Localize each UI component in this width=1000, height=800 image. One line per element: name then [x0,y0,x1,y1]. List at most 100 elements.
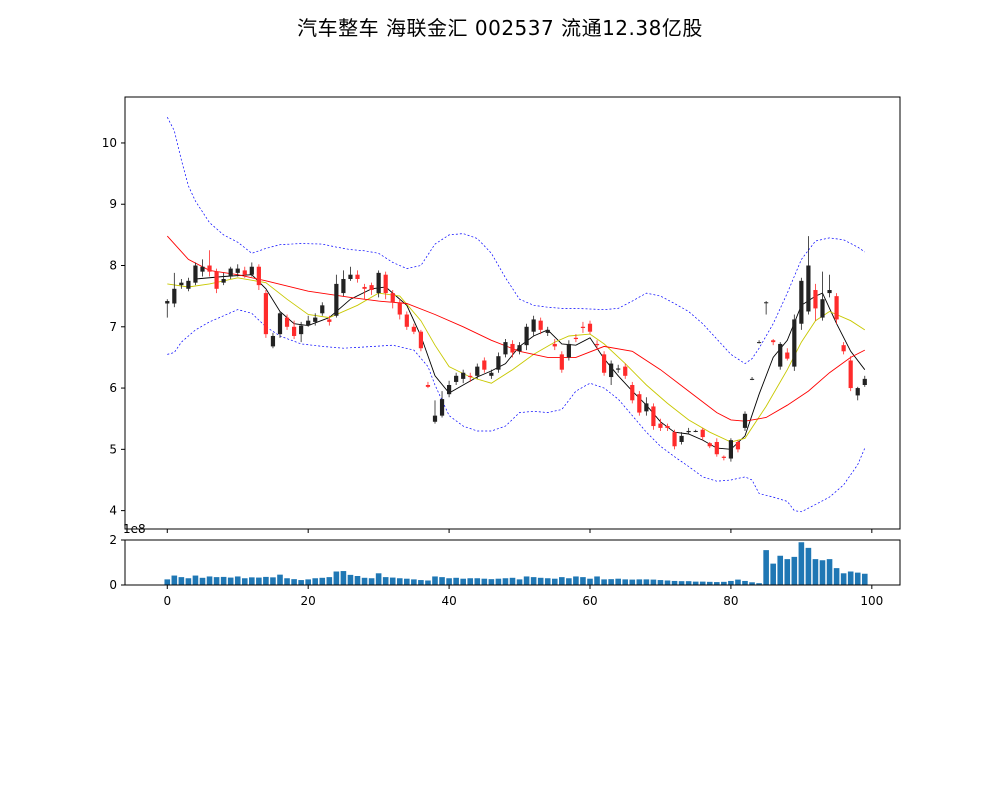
candle-body [411,326,416,332]
volume-bar [537,577,544,585]
candle-body [686,430,691,433]
candle-body [552,343,557,347]
volume-bar [826,559,833,585]
price-frame [124,96,901,530]
volume-bar [763,550,769,585]
candle-body [320,305,325,314]
volume-bar [650,579,657,585]
candle-body [390,293,395,303]
candle-body [630,385,635,401]
volume-bar [206,576,213,585]
volume-bar [714,582,720,585]
candle-body [580,326,586,329]
volume-bar [164,579,171,585]
candle-body [834,296,839,320]
volume-bar [699,581,706,585]
volume-bar [608,579,614,585]
volume-bar [467,578,474,585]
candle-body [587,323,593,332]
volume-bar [678,581,685,585]
volume-bar [340,571,347,585]
candle-body [172,288,177,304]
volume-bar [784,559,791,585]
volume-frame [124,539,901,586]
candle-body [313,317,318,322]
volume-bar [354,576,361,585]
volume-bar [234,576,241,585]
volume-bar [495,578,502,585]
volume-bar [192,575,199,585]
candle-body [468,375,473,378]
volume-bar [241,578,248,585]
candle-body [355,274,360,279]
candle-body [601,354,607,373]
volume-bar [220,576,227,585]
candle-body [221,278,226,283]
volume-bar [657,580,664,585]
volume-bar [544,578,551,585]
candle-body [616,368,621,370]
candle-body [721,456,726,458]
volume-bar [199,577,206,585]
volume-bar [629,579,636,585]
volume-bar [185,578,192,585]
volume-y-tick-label: 0 [109,578,117,592]
volume-bar [326,577,333,585]
volume-bar [847,571,854,585]
volume-bar [749,582,755,585]
volume-x-tick-label: 0 [163,594,171,608]
volume-bar [382,577,389,585]
volume-bar [692,581,699,585]
candle-body [249,266,254,275]
volume-bar [643,579,650,585]
volume-bar [256,577,262,585]
volume-bar [319,577,326,585]
candle-body [820,299,825,318]
candle-body [531,319,536,332]
line-ma_short [195,274,866,450]
candle-body [651,406,656,427]
volume-bar [453,577,459,585]
volume-bar [601,579,607,585]
candle-body [510,343,515,353]
candle-body [700,429,705,438]
price-panel: 4 5 6 7 8 9 10 [102,96,901,533]
volume-bar [798,542,805,585]
volume-bar [171,575,178,585]
candle-body [524,326,529,346]
candle-body [764,302,769,304]
volume-bar [664,580,671,585]
volume-bar [587,578,593,585]
volume-x-tick-label: 100 [860,594,883,608]
candle-body [637,394,642,413]
candle-body [277,313,283,335]
volume-x-tick-label: 40 [441,594,456,608]
candle-body [214,271,219,289]
candle-body [193,265,198,283]
candle-body [482,360,487,370]
candle-body [454,375,459,382]
volume-bar [516,579,523,585]
candle-body [256,266,261,286]
volume-bar [566,578,572,585]
price-y-tick-label: 8 [109,259,117,273]
candle-body [369,285,374,291]
volume-bar [636,579,643,585]
volume-bar [333,571,340,585]
volume-bar [861,573,868,585]
volume-x-tick-label: 20 [301,594,316,608]
candle-body [792,319,797,367]
candle-body [538,320,543,330]
volume-bar [446,578,452,585]
candle-body [594,343,600,346]
volume-bar [178,577,185,585]
volume-bar [530,577,537,585]
volume-bar [361,577,368,585]
candle-body [623,366,628,376]
volume-x-tick-label: 60 [582,594,597,608]
volume-bar [777,555,784,585]
volume-bar [833,568,840,585]
volume-bar [742,580,748,585]
candle-body [728,440,734,459]
